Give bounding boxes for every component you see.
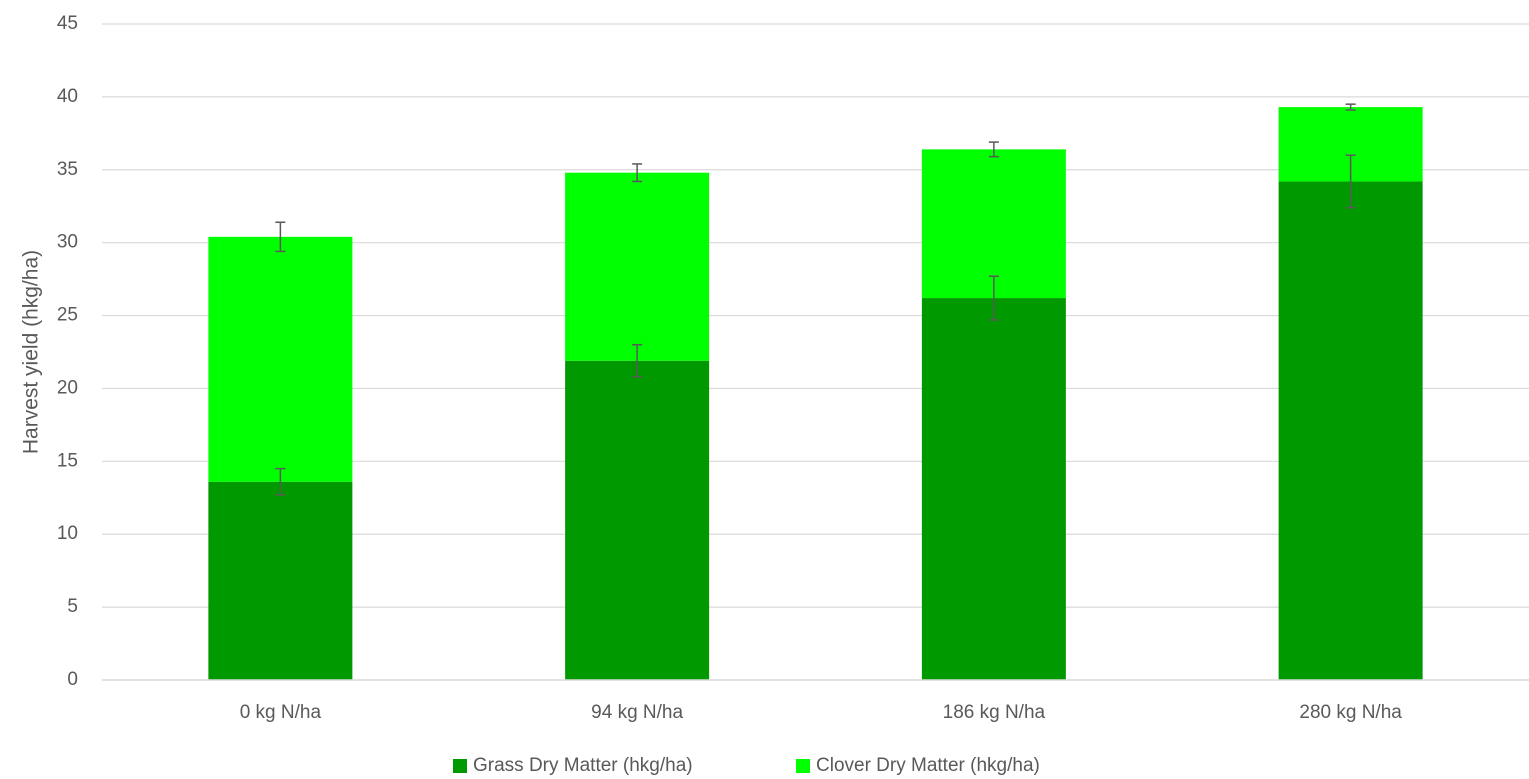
legend: Grass Dry Matter (hkg/ha) Clover Dry Matt… — [453, 755, 1040, 776]
legend-swatch — [796, 759, 810, 773]
y-tick-label: 10 — [57, 523, 78, 544]
y-tick-label: 40 — [57, 86, 78, 107]
y-tick-label: 0 — [67, 669, 78, 690]
legend-label: Clover Dry Matter (hkg/ha) — [816, 755, 1040, 776]
x-axis-ticks: 0 kg N/ha 94 kg N/ha 186 kg N/ha 280 kg N/h… — [240, 702, 1403, 723]
error-bar — [632, 343, 643, 378]
bar-segment-grass — [208, 481, 353, 680]
y-tick-label: 5 — [67, 596, 78, 617]
y-tick-label: 15 — [57, 450, 78, 471]
bar-segment-grass — [1278, 181, 1423, 680]
error-bar — [988, 141, 999, 158]
bar-segment-clover — [565, 172, 710, 361]
bar-segment-clover — [208, 236, 353, 482]
x-tick-label: 0 kg N/ha — [240, 702, 322, 723]
x-tick-label: 186 kg N/ha — [943, 702, 1046, 723]
legend-swatch — [453, 759, 467, 773]
bars — [208, 107, 1423, 680]
legend-item: Clover Dry Matter (hkg/ha) — [796, 755, 1040, 776]
y-tick-label: 45 — [57, 13, 78, 34]
y-axis-ticks: 0 5 10 15 20 25 30 35 40 45 — [57, 13, 78, 690]
legend-label: Grass Dry Matter (hkg/ha) — [473, 755, 693, 776]
y-tick-label: 20 — [57, 377, 78, 398]
legend-item: Grass Dry Matter (hkg/ha) — [453, 755, 693, 776]
bar-segment-grass — [565, 360, 710, 680]
error-bars — [275, 103, 1356, 496]
x-tick-label: 280 kg N/ha — [1299, 702, 1402, 723]
error-bar — [1345, 103, 1356, 111]
x-tick-label: 94 kg N/ha — [591, 702, 683, 723]
error-bar — [632, 163, 643, 183]
error-bar — [1345, 154, 1356, 209]
y-tick-label: 35 — [57, 159, 78, 180]
y-axis-title: Harvest yield (hkg/ha) — [20, 250, 43, 454]
bar-segment-grass — [921, 298, 1066, 680]
y-tick-label: 30 — [57, 232, 78, 253]
error-bar — [275, 467, 286, 496]
error-bar — [988, 275, 999, 321]
y-tick-label: 25 — [57, 305, 78, 326]
error-bar — [275, 221, 286, 253]
bar-segment-clover — [921, 149, 1066, 299]
